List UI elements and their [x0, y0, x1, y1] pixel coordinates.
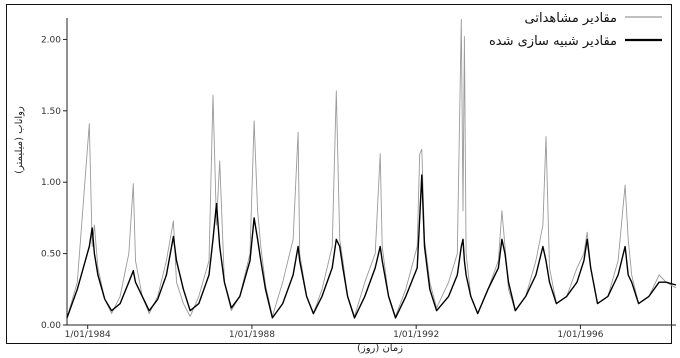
legend-label-observed: مقادیر مشاهداتی [525, 11, 617, 26]
plot-area: 0.000.501.001.502.00 1/01/1984 1/01/1988 1… [41, 18, 677, 340]
y-tick-label: 1.00 [41, 178, 61, 188]
y-axis-title: رواناب (میلیمتر) [14, 106, 25, 174]
x-tick-label: 1/01/1992 [393, 330, 439, 340]
legend: مقادیر مشاهداتی مقادیر شبیه سازی شده [489, 11, 662, 49]
x-axis-ticks: 1/01/1984 1/01/1988 1/01/1992 1/01/1996 [65, 325, 604, 340]
x-axis-title: زمان (روز) [357, 343, 403, 354]
y-tick-label: 2.00 [41, 35, 61, 45]
legend-label-simulated: مقادیر شبیه سازی شده [489, 34, 617, 49]
chart-frame [6, 4, 672, 344]
y-tick-label: 0.00 [41, 321, 61, 331]
x-tick-label: 1/01/1984 [65, 330, 111, 340]
series-layer [66, 18, 677, 319]
y-tick-label: 1.50 [41, 107, 61, 117]
y-tick-label: 0.50 [41, 250, 61, 260]
simulated-series-line [66, 174, 677, 319]
x-tick-label: 1/01/1996 [557, 330, 603, 340]
y-axis-ticks: 0.00 0.50 1.00 1.50 2.00 [41, 35, 67, 331]
x-tick-label: 1/01/1988 [229, 330, 275, 340]
observed-series-line [66, 18, 677, 319]
